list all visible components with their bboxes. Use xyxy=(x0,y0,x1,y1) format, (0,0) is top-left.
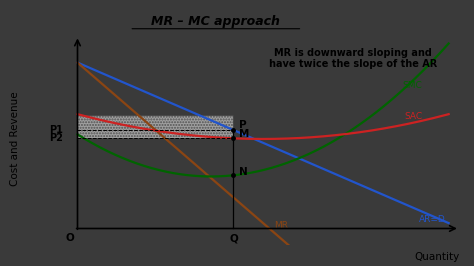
Text: MR: MR xyxy=(274,221,288,230)
Text: P: P xyxy=(239,120,246,130)
Text: MR is downward sloping and
have twice the slope of the AR: MR is downward sloping and have twice th… xyxy=(269,48,437,69)
Text: M: M xyxy=(239,130,249,139)
Text: Quantity: Quantity xyxy=(415,252,460,263)
Text: O: O xyxy=(66,233,74,243)
Text: Cost and Revenue: Cost and Revenue xyxy=(10,91,20,186)
Text: P1: P1 xyxy=(49,125,63,135)
Text: Q: Q xyxy=(229,233,238,243)
Text: N: N xyxy=(239,167,248,177)
Text: SMC: SMC xyxy=(402,81,422,90)
Text: P2: P2 xyxy=(49,133,63,143)
Bar xyxy=(77,115,233,138)
Text: MR – MC approach: MR – MC approach xyxy=(151,15,280,28)
Text: AR=D: AR=D xyxy=(419,215,446,224)
Text: SAC: SAC xyxy=(404,113,422,122)
